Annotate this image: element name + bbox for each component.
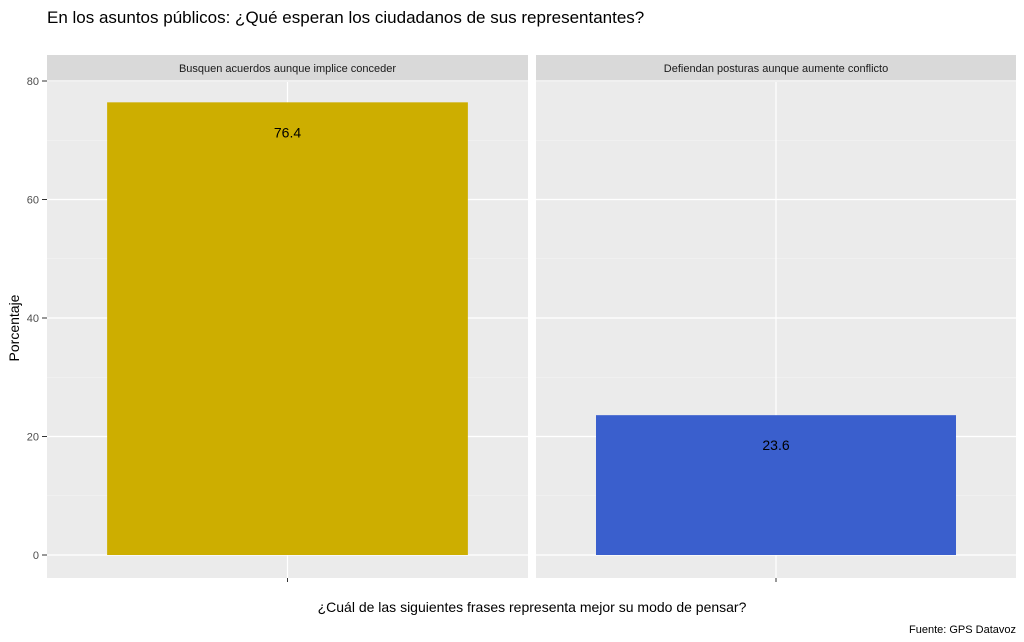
facet-strip-label: Defiendan posturas aunque aumente confli…: [664, 63, 888, 75]
facet-strip: [47, 55, 528, 82]
facet-strip-label: Busquen acuerdos aunque implice conceder: [179, 63, 396, 75]
bar-value-label: 23.6: [762, 437, 789, 453]
y-tick-label: 60: [27, 195, 39, 207]
chart-title: En los asuntos públicos: ¿Qué esperan lo…: [47, 8, 644, 27]
facet-panel: Defiendan posturas aunque aumente confli…: [536, 55, 1016, 582]
source-caption: Fuente: GPS Datavoz: [909, 624, 1016, 636]
y-axis: 0 20 40 60 80: [27, 76, 47, 562]
y-tick-label: 40: [27, 313, 39, 325]
y-axis-title: Porcentaje: [6, 294, 22, 361]
bar: [107, 102, 468, 555]
bar-value-label: 76.4: [274, 124, 301, 140]
facet-panels: Busquen acuerdos aunque implice conceder…: [47, 55, 1016, 582]
facet-panel: Busquen acuerdos aunque implice conceder…: [47, 55, 528, 582]
facet-strip: [536, 55, 1016, 82]
x-axis-title: ¿Cuál de las siguientes frases represent…: [318, 599, 747, 615]
y-tick-label: 0: [33, 550, 39, 562]
bar: [596, 415, 956, 555]
y-tick-label: 20: [27, 432, 39, 444]
y-tick-label: 80: [27, 76, 39, 88]
